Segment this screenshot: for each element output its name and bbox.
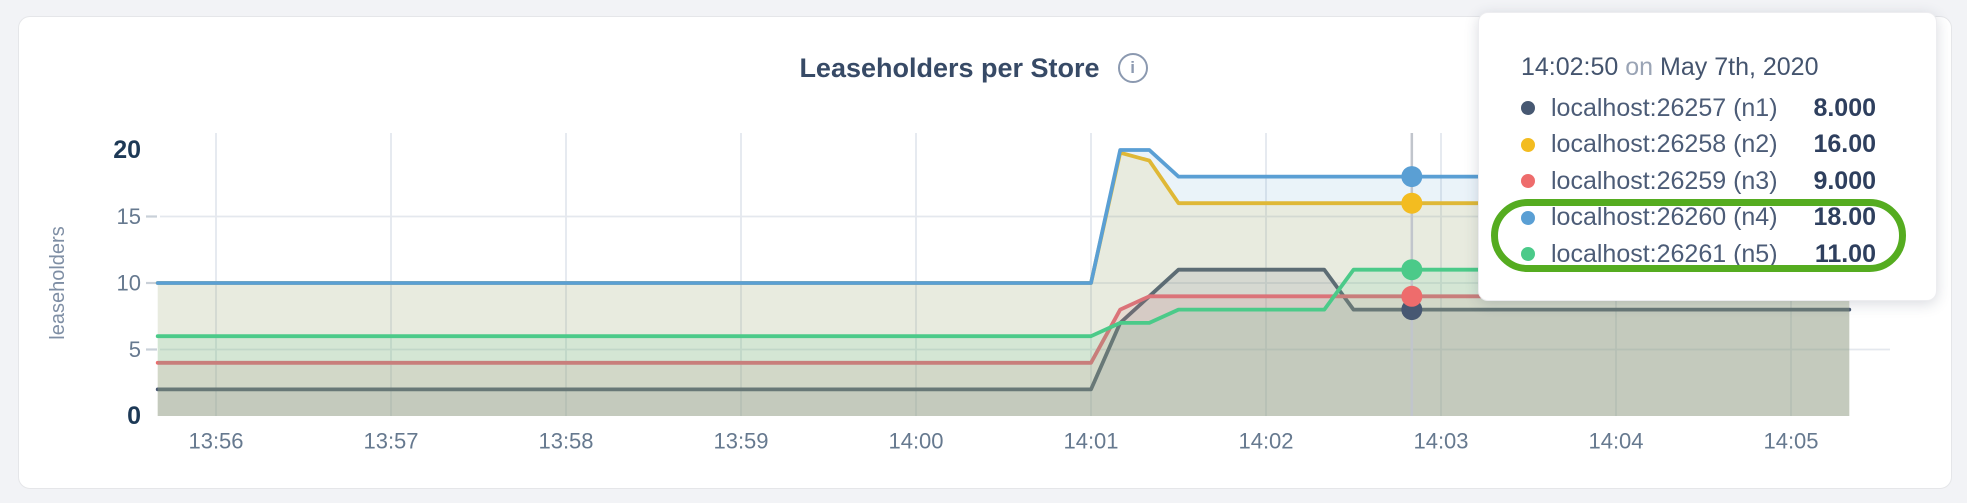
series-color-dot-icon bbox=[1521, 137, 1535, 152]
info-icon[interactable]: i bbox=[1117, 53, 1148, 83]
tooltip-series-value: 8.000 bbox=[1813, 93, 1876, 122]
tooltip-row-n2: localhost:26258 (n2) 16.00 bbox=[1521, 127, 1876, 164]
series-line-n5 bbox=[155, 267, 1852, 339]
y-axis-label: 15 bbox=[117, 204, 141, 229]
tooltip-row-n1: localhost:26257 (n1) 8.000 bbox=[1521, 90, 1876, 127]
series-group bbox=[155, 148, 1852, 416]
tooltip-conjunction: on bbox=[1625, 53, 1654, 81]
series-line-n4 bbox=[155, 148, 1852, 285]
tooltip-series-label: localhost:26261 (n5) bbox=[1551, 239, 1778, 268]
x-axis-label: 13:58 bbox=[538, 429, 593, 454]
x-axis-label: 13:59 bbox=[713, 429, 768, 454]
series-color-dot-icon bbox=[1521, 247, 1535, 262]
series-line-n3 bbox=[155, 294, 1852, 365]
tooltip-date: May 7th, 2020 bbox=[1660, 53, 1819, 81]
tooltip-time: 14:02:50 bbox=[1521, 53, 1619, 81]
y-axis-label: 10 bbox=[117, 271, 141, 296]
series-color-dot-icon bbox=[1521, 210, 1535, 225]
x-axis-label: 14:03 bbox=[1413, 429, 1468, 454]
tooltip-row-n4: localhost:26260 (n4) 18.00 bbox=[1521, 200, 1876, 237]
hover-dot-n2 bbox=[1401, 192, 1423, 214]
y-axis-label: 5 bbox=[129, 337, 141, 362]
chart-header: Leaseholders per Store i bbox=[18, 50, 1929, 86]
hover-tooltip: 14:02:50 on May 7th, 2020 localhost:2625… bbox=[1478, 12, 1937, 301]
tooltip-row-n3: localhost:26259 (n3) 9.000 bbox=[1521, 163, 1876, 200]
tooltip-timestamp: 14:02:50 on May 7th, 2020 bbox=[1521, 52, 1876, 82]
x-axis-label: 14:02 bbox=[1238, 429, 1293, 454]
x-axis-label: 14:04 bbox=[1588, 429, 1643, 454]
hover-dot-n5 bbox=[1401, 259, 1423, 281]
y-axis-title: leaseholders bbox=[47, 226, 69, 339]
series-area-n1 bbox=[157, 269, 1850, 416]
series-color-dot-icon bbox=[1521, 101, 1535, 116]
x-axis-label: 13:56 bbox=[188, 429, 243, 454]
tooltip-series-label: localhost:26257 (n1) bbox=[1551, 93, 1778, 122]
hover-dots bbox=[1401, 166, 1423, 321]
x-axis-label: 14:01 bbox=[1063, 429, 1118, 454]
tooltip-series-value: 9.000 bbox=[1813, 166, 1876, 195]
tooltip-series-label: localhost:26260 (n4) bbox=[1551, 203, 1778, 232]
hover-dot-n3 bbox=[1401, 285, 1423, 307]
series-color-dot-icon bbox=[1521, 174, 1535, 189]
tooltip-series-list: localhost:26257 (n1) 8.000 localhost:26258… bbox=[1521, 90, 1876, 273]
axis-labels: 0 5 10 15 20 13:56 13:57 13:58 13:59 14:00 14:01 14… bbox=[113, 136, 1818, 454]
x-axis-label: 13:57 bbox=[363, 429, 418, 454]
series-area-n3 bbox=[157, 296, 1850, 416]
tooltip-series-value: 16.00 bbox=[1813, 130, 1876, 159]
tooltip-series-value: 11.00 bbox=[1814, 239, 1876, 268]
tooltip-series-label: localhost:26259 (n3) bbox=[1551, 166, 1778, 195]
series-line-n1 bbox=[155, 267, 1852, 392]
y-axis-label: 20 bbox=[113, 136, 141, 164]
x-axis-label: 14:05 bbox=[1763, 429, 1818, 454]
chart-title: Leaseholders per Store bbox=[799, 53, 1100, 83]
series-area-n5 bbox=[157, 269, 1850, 416]
tooltip-row-n5: localhost:26261 (n5) 11.00 bbox=[1521, 236, 1876, 273]
tooltip-series-label: localhost:26258 (n2) bbox=[1551, 130, 1778, 159]
y-axis-label: 0 bbox=[127, 402, 141, 430]
x-axis-label: 14:00 bbox=[888, 429, 943, 454]
hover-dot-n4 bbox=[1401, 166, 1423, 188]
tooltip-series-value: 18.00 bbox=[1813, 203, 1876, 232]
